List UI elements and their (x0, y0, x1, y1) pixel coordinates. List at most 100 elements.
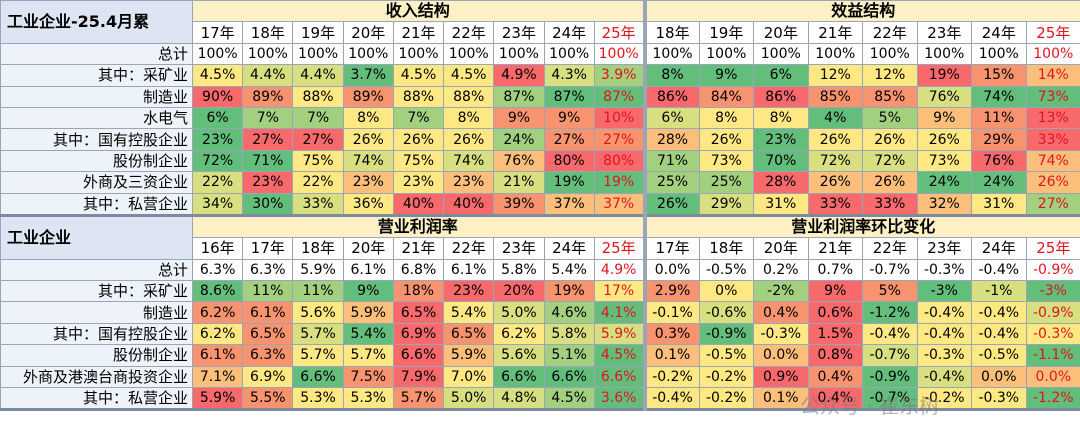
column-header: 24年 (971, 237, 1027, 260)
cell: 75% (292, 149, 344, 173)
cell: 5.4% (443, 301, 495, 324)
cell: -0.2% (698, 365, 755, 389)
cell: 7% (292, 106, 344, 130)
data-row: 其中：国有控股企业 23% 27% 27% 26% 26% 26% 24% 27% 27% 28% 2… (0, 128, 1080, 151)
cell: 4.9% (593, 258, 646, 282)
cell: 85% (807, 85, 864, 108)
column-header: 18年 (242, 21, 294, 44)
cell: -0.4% (916, 365, 973, 389)
cell: 76% (971, 149, 1027, 173)
cell: 26% (642, 192, 700, 217)
cell: 6.6% (292, 365, 344, 389)
cell: 24% (493, 128, 545, 151)
cell: 0.1% (642, 344, 700, 367)
cell: 5.9% (342, 301, 394, 324)
cell: 0% (698, 280, 755, 303)
cell: 6.9% (392, 322, 445, 346)
cell: 5.6% (292, 301, 344, 324)
cell: 4.3% (543, 64, 595, 87)
heatmap-table: 工业企业-25.4月累 收入结构 效益结构 17年 18年 19年 20年 21年 22年 23年… (0, 0, 1080, 412)
cell: -0.5% (971, 344, 1027, 367)
cell: 4.6% (543, 301, 595, 324)
cell: 6.2% (191, 301, 244, 324)
cell: -1% (971, 280, 1027, 303)
cell: 8% (443, 106, 495, 130)
cell: 2.9% (642, 280, 700, 303)
cell: 23% (443, 280, 495, 303)
cell: 8% (642, 64, 700, 87)
column-header: 22年 (443, 237, 495, 260)
row-label: 其中：私营企业 (0, 192, 193, 217)
column-header: 16年 (191, 237, 244, 260)
column-header: 21年 (392, 237, 445, 260)
column-header: 24年 (971, 21, 1027, 44)
cell: 27% (543, 128, 595, 151)
cell: 0.6% (807, 301, 864, 324)
cell: -0.4% (971, 322, 1027, 346)
cell: 5.7% (342, 344, 394, 367)
cell: -0.3% (1025, 322, 1080, 346)
cell: 6.3% (242, 258, 294, 282)
cell: 5.7% (292, 322, 344, 346)
cell: 33% (807, 192, 864, 217)
cell: 6.2% (191, 322, 244, 346)
cell: -0.3% (971, 387, 1027, 412)
cell: 89% (342, 85, 394, 108)
cell: 0.7% (807, 258, 864, 282)
column-header: 21年 (392, 21, 445, 44)
row-label: 外商及三资企业 (0, 171, 193, 194)
cell: 5.1% (543, 344, 595, 367)
cell: 0.8% (807, 344, 864, 367)
cell: 26% (916, 128, 973, 151)
cell: 40% (443, 192, 495, 217)
cell: 33% (1025, 128, 1080, 151)
cell: 100% (493, 42, 545, 66)
column-header: 17年 (242, 237, 294, 260)
cell: 100% (971, 42, 1027, 66)
section-title: 工业企业-25.4月累 (0, 0, 193, 44)
cell: 8% (342, 106, 394, 130)
column-header: 18年 (292, 237, 344, 260)
cell: 4.9% (493, 64, 545, 87)
cell: -0.9% (1025, 301, 1080, 324)
data-row: 其中：采矿业 4.5% 4.4% 4.4% 3.7% 4.5% 4.5% 4.9% 4.3% 3.… (0, 64, 1080, 87)
cell: 6.3% (242, 344, 294, 367)
column-header: 25年 (593, 21, 646, 44)
cell: 6% (642, 106, 700, 130)
row-label: 制造业 (0, 301, 193, 324)
cell: 36% (342, 192, 394, 217)
cell: 5.7% (292, 344, 344, 367)
cell: 19% (916, 64, 973, 87)
cell: 88% (443, 85, 495, 108)
column-header: 19年 (292, 21, 344, 44)
cell: -0.4% (971, 301, 1027, 324)
cell: 10% (593, 106, 646, 130)
cell: 5.7% (392, 387, 445, 412)
column-header: 20年 (342, 237, 394, 260)
column-header: 19年 (698, 21, 755, 44)
row-label: 其中：采矿业 (0, 280, 193, 303)
cell: 6.6% (493, 365, 545, 389)
cell: 9% (807, 280, 864, 303)
cell: 0.4% (753, 301, 809, 324)
cell: 72% (807, 149, 864, 173)
cell: 9% (916, 106, 973, 130)
cell: 22% (191, 171, 244, 194)
column-header: 24年 (543, 237, 595, 260)
cell: 3.6% (593, 387, 646, 412)
data-row: 外商及港澳台商投资企业 7.1% 6.9% 6.6% 7.5% 7.9% 7.0% 6.6% 6… (0, 365, 1080, 389)
cell: 4.8% (493, 387, 545, 412)
cell: -0.2% (698, 387, 755, 412)
cell: 6.8% (392, 258, 445, 282)
cell: 9% (493, 106, 545, 130)
row-label: 总计 (0, 258, 193, 282)
cell: 88% (292, 85, 344, 108)
group-header: 效益结构 (642, 0, 1080, 23)
cell: 73% (916, 149, 973, 173)
cell: 5.9% (292, 258, 344, 282)
cell: -0.3% (916, 258, 973, 282)
cell: 6.9% (242, 365, 294, 389)
cell: 76% (916, 85, 973, 108)
row-label: 股份制企业 (0, 344, 193, 367)
